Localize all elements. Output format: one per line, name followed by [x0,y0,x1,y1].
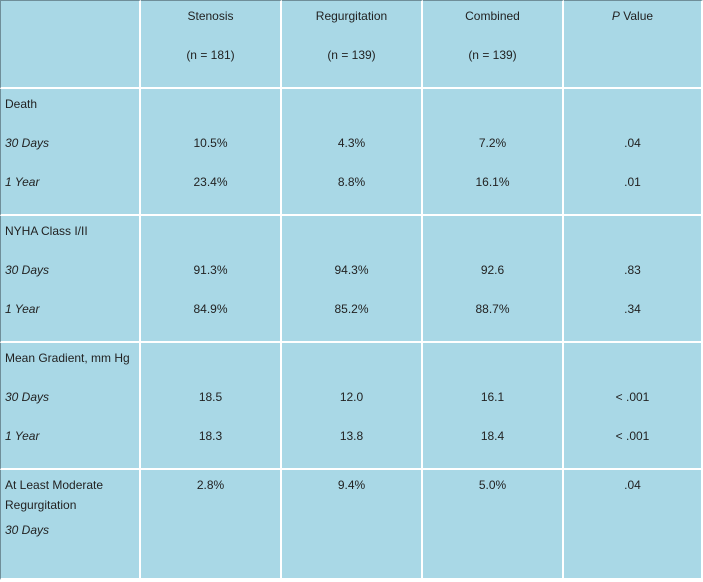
row-label-cell: Death 30 Days 1 Year [0,89,141,216]
value-cell: 12.0 13.8 [282,343,423,470]
value-cell: .83 .34 [564,216,703,343]
cell-value: 23.4% [193,175,228,189]
value-cell: 9.4% [282,470,423,580]
cell-value: 12.0 [339,390,364,404]
row-label: 1 Year [5,175,40,189]
row-label-cell: Mean Gradient, mm Hg 30 Days 1 Year [0,343,141,470]
cell-value: < .001 [615,429,650,443]
header-regurgitation: Regurgitation (n = 139) [282,0,423,89]
value-cell: 16.1 18.4 [423,343,564,470]
cell-value: 18.4 [480,429,505,443]
value-cell: 5.0% [423,470,564,580]
column-n: (n = 139) [468,48,517,62]
row-label: 30 Days [5,523,50,537]
header-row: Stenosis (n = 181) Regurgitation (n = 13… [0,0,703,89]
section-label: At Least Moderate Regurgitation [5,478,104,512]
cell-value: 18.3 [198,429,223,443]
cell-value: 84.9% [193,302,228,316]
row-label-cell: NYHA Class I/II 30 Days 1 Year [0,216,141,343]
value-cell: 92.6 88.7% [423,216,564,343]
cell-value: .04 [624,478,641,492]
value-cell: .04 .01 [564,89,703,216]
cell-value: 5.0% [478,478,507,492]
cell-value: .01 [624,175,641,189]
section-label: Mean Gradient, mm Hg [5,351,130,365]
row-label: 30 Days [5,390,50,404]
value-cell: < .001 < .001 [564,343,703,470]
value-cell: 10.5% 23.4% [141,89,282,216]
row-label: 1 Year [5,429,40,443]
section-row-moderate-regurgitation: At Least Moderate Regurgitation 30 Days … [0,470,703,580]
value-cell: .04 [564,470,703,580]
header-p-value: P Value [564,0,703,89]
header-stenosis: Stenosis (n = 181) [141,0,282,89]
cell-value: 85.2% [334,302,369,316]
cell-value: .34 [624,302,641,316]
cell-value: .04 [624,136,641,150]
cell-value: 16.1% [475,175,510,189]
cell-value: 9.4% [337,478,366,492]
cell-value: 7.2% [478,136,507,150]
cell-value: 8.8% [337,175,366,189]
cell-value: 94.3% [334,263,369,277]
row-label: 30 Days [5,136,50,150]
cell-value: 4.3% [337,136,366,150]
cell-value: 92.6 [480,263,505,277]
cell-value: 2.8% [196,478,225,492]
value-word: Value [619,9,654,23]
cell-value: 13.8 [339,429,364,443]
column-n: (n = 139) [327,48,376,62]
p-symbol: P [611,9,620,23]
column-title: Stenosis [187,9,234,23]
cell-value: 91.3% [193,263,228,277]
column-title: P Value [564,1,701,40]
row-label: 30 Days [5,263,50,277]
header-empty-cell [0,0,141,89]
value-cell: 18.5 18.3 [141,343,282,470]
value-cell: 4.3% 8.8% [282,89,423,216]
header-combined: Combined (n = 139) [423,0,564,89]
section-label: Death [5,97,38,111]
column-n [564,40,701,79]
column-n: (n = 181) [186,48,235,62]
cell-value: 10.5% [193,136,228,150]
column-title: Combined [465,9,520,23]
cell-value: 16.1 [480,390,505,404]
section-row-mean-gradient: Mean Gradient, mm Hg 30 Days 1 Year 18.5… [0,343,703,470]
cell-value: 88.7% [475,302,510,316]
section-row-death: Death 30 Days 1 Year 10.5% 23.4% 4.3% 8.… [0,89,703,216]
column-title: Regurgitation [315,9,388,23]
cell-value: < .001 [615,390,650,404]
cell-value: 18.5 [198,390,223,404]
section-label: NYHA Class I/II [5,224,88,238]
value-cell: 94.3% 85.2% [282,216,423,343]
value-cell: 7.2% 16.1% [423,89,564,216]
value-cell: 91.3% 84.9% [141,216,282,343]
value-cell: 2.8% [141,470,282,580]
cell-value: .83 [624,263,641,277]
section-row-nyha: NYHA Class I/II 30 Days 1 Year 91.3% 84.… [0,216,703,343]
row-label-cell: At Least Moderate Regurgitation 30 Days [0,470,141,580]
row-label: 1 Year [5,302,40,316]
